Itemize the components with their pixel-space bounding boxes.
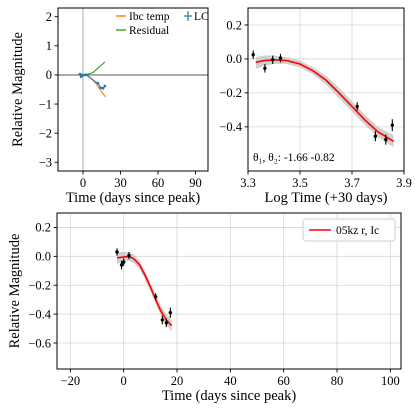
data-point <box>115 250 119 254</box>
data-point <box>271 58 275 62</box>
y-axis-label: Relative Magnitude <box>10 32 26 147</box>
y-tick-label: −0.4 <box>219 120 242 134</box>
x-axis-label: Log Time (+30 days) <box>265 190 388 206</box>
data-point <box>164 321 169 325</box>
axes-frame <box>247 7 405 172</box>
data-point <box>278 56 283 60</box>
x-tick-label: 100 <box>381 374 400 388</box>
data-point <box>119 263 124 267</box>
data-point <box>251 52 255 57</box>
panel-b: 3.3 3.5 3.7 3.9 0.2 0.0 −0.2 −0.4 Log Time (+30 … <box>219 7 412 206</box>
x-tick-label: 3.7 <box>344 176 360 190</box>
data-point <box>384 137 388 142</box>
x-tick-label: 60 <box>152 176 165 190</box>
y-tick-label: 0.0 <box>35 250 51 264</box>
y-tick-label: −0.2 <box>28 279 51 293</box>
x-tick-label: 30 <box>114 176 127 190</box>
legend-label-fit: 05kz r, Ic <box>336 225 379 237</box>
uncertainty-band <box>255 55 394 148</box>
x-tick-label: 0 <box>80 176 86 190</box>
x-tick-label: 0 <box>121 374 127 388</box>
data-point <box>373 134 378 138</box>
legend-label-residual: Residual <box>129 25 169 37</box>
data-point <box>160 318 165 322</box>
data-point <box>355 104 359 109</box>
y-tick-label: 0.2 <box>226 18 242 32</box>
x-tick-label: 3.9 <box>396 176 412 190</box>
y-tick-label: −2 <box>39 126 52 140</box>
legend-label-ibc: Ibc temp <box>129 11 170 23</box>
series-line <box>116 255 173 327</box>
data-point <box>390 123 394 127</box>
y-tick-label: 0.2 <box>35 221 51 235</box>
y-tick-label: 0 <box>46 68 52 82</box>
axes-frame <box>56 212 402 370</box>
data-point <box>153 295 158 299</box>
series-line <box>79 73 106 89</box>
y-tick-label: 0.0 <box>226 52 242 66</box>
x-tick-label: −20 <box>61 374 81 388</box>
series-line <box>79 61 106 77</box>
y-axis-label: Relative Magnitude <box>7 234 23 349</box>
fit-parameters-annotation: θ₁, θ₂: -1.66 -0.82 <box>253 152 335 164</box>
y-tick-label: −0.2 <box>219 86 242 100</box>
x-tick-label: 20 <box>171 374 184 388</box>
y-tick-label: −1 <box>39 97 52 111</box>
axes-frame <box>57 7 209 172</box>
legend: 05kz r, Ic <box>302 218 396 242</box>
plot-area <box>115 248 173 332</box>
legend-box <box>302 218 396 242</box>
y-tick-label: 2 <box>46 10 52 24</box>
y-tick-label: −0.4 <box>28 307 51 321</box>
legend: Ibc temp LC Residual <box>116 11 209 37</box>
panel-a: 0 30 60 90 2 1 0 −1 −2 −3 Time (days since peak) Re… <box>10 7 209 206</box>
x-axis-label: Time (days since peak) <box>162 388 297 404</box>
data-point <box>121 260 126 264</box>
data-point <box>168 310 173 315</box>
legend-label-lc: LC <box>194 11 209 23</box>
x-axis-label: Time (days since peak) <box>66 190 201 206</box>
data-point <box>263 66 267 70</box>
series-line <box>80 72 106 98</box>
x-tick-label: 60 <box>277 374 290 388</box>
x-tick-label: 3.3 <box>240 176 256 190</box>
plot-area <box>251 50 395 148</box>
y-tick-label: −3 <box>39 156 52 170</box>
data-point <box>127 253 131 258</box>
plot-area <box>58 8 208 171</box>
x-tick-label: 90 <box>189 176 202 190</box>
panel-c: −20 0 20 40 60 80 100 0.2 0.0 −0.2 −0.4 −0.6 Time (d… <box>7 212 402 404</box>
y-tick-label: 1 <box>46 39 52 53</box>
x-tick-label: 3.5 <box>292 176 308 190</box>
x-tick-label: 80 <box>331 374 344 388</box>
y-tick-label: −0.6 <box>28 336 51 350</box>
x-tick-label: 40 <box>224 374 237 388</box>
